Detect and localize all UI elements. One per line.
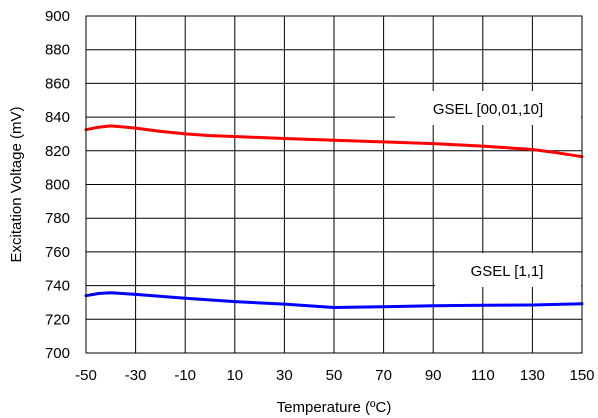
series-group [84, 124, 584, 309]
x-tick-label: 110 [471, 367, 495, 384]
x-tick-label: 30 [276, 367, 293, 384]
series-line-gsel-1-1 [84, 291, 584, 309]
y-tick-label: 860 [45, 75, 70, 92]
x-tick-label: -50 [75, 367, 97, 384]
x-tick-label: 90 [425, 367, 442, 384]
series-label-gsel-00-01-10: GSEL [00,01,10] [433, 101, 543, 118]
y-tick-label: 700 [45, 345, 70, 362]
x-tick-label: 130 [520, 367, 545, 384]
x-tick-label: 50 [326, 367, 343, 384]
y-axis-title: Excitation Voltage (mV) [8, 107, 25, 263]
y-tick-label: 760 [45, 244, 70, 261]
x-tick-label: 10 [226, 367, 243, 384]
plot-area-frame [85, 15, 583, 354]
y-tick-label: 900 [45, 8, 70, 25]
x-axis-title: Temperature (ºC) [277, 399, 392, 416]
x-tick-label: 150 [569, 367, 594, 384]
series-label-box [435, 253, 581, 287]
y-tick-labels: 700 720 740 760 780 800 820 840 860 880 900 [45, 8, 70, 362]
y-tick-label: 780 [45, 210, 70, 227]
x-tick-label: -10 [174, 367, 196, 384]
series-label-group: GSEL [00,01,10] GSEL [1,1] [395, 91, 581, 287]
series-line-gsel-00-01-10 [84, 124, 584, 159]
x-tick-label: -30 [125, 367, 147, 384]
y-tick-label: 720 [45, 311, 70, 328]
y-tick-label: 840 [45, 109, 70, 126]
x-tick-label: 70 [375, 367, 392, 384]
series-label-gsel-1-1: GSEL [1,1] [471, 263, 544, 280]
y-tick-label: 800 [45, 177, 70, 194]
y-tick-label: 880 [45, 42, 70, 59]
x-tick-labels: -50 -30 -10 10 30 50 70 90 110 130 150 [75, 367, 594, 384]
series-label-box [395, 91, 581, 125]
y-tick-label: 740 [45, 278, 70, 295]
y-tick-label: 820 [45, 143, 70, 160]
